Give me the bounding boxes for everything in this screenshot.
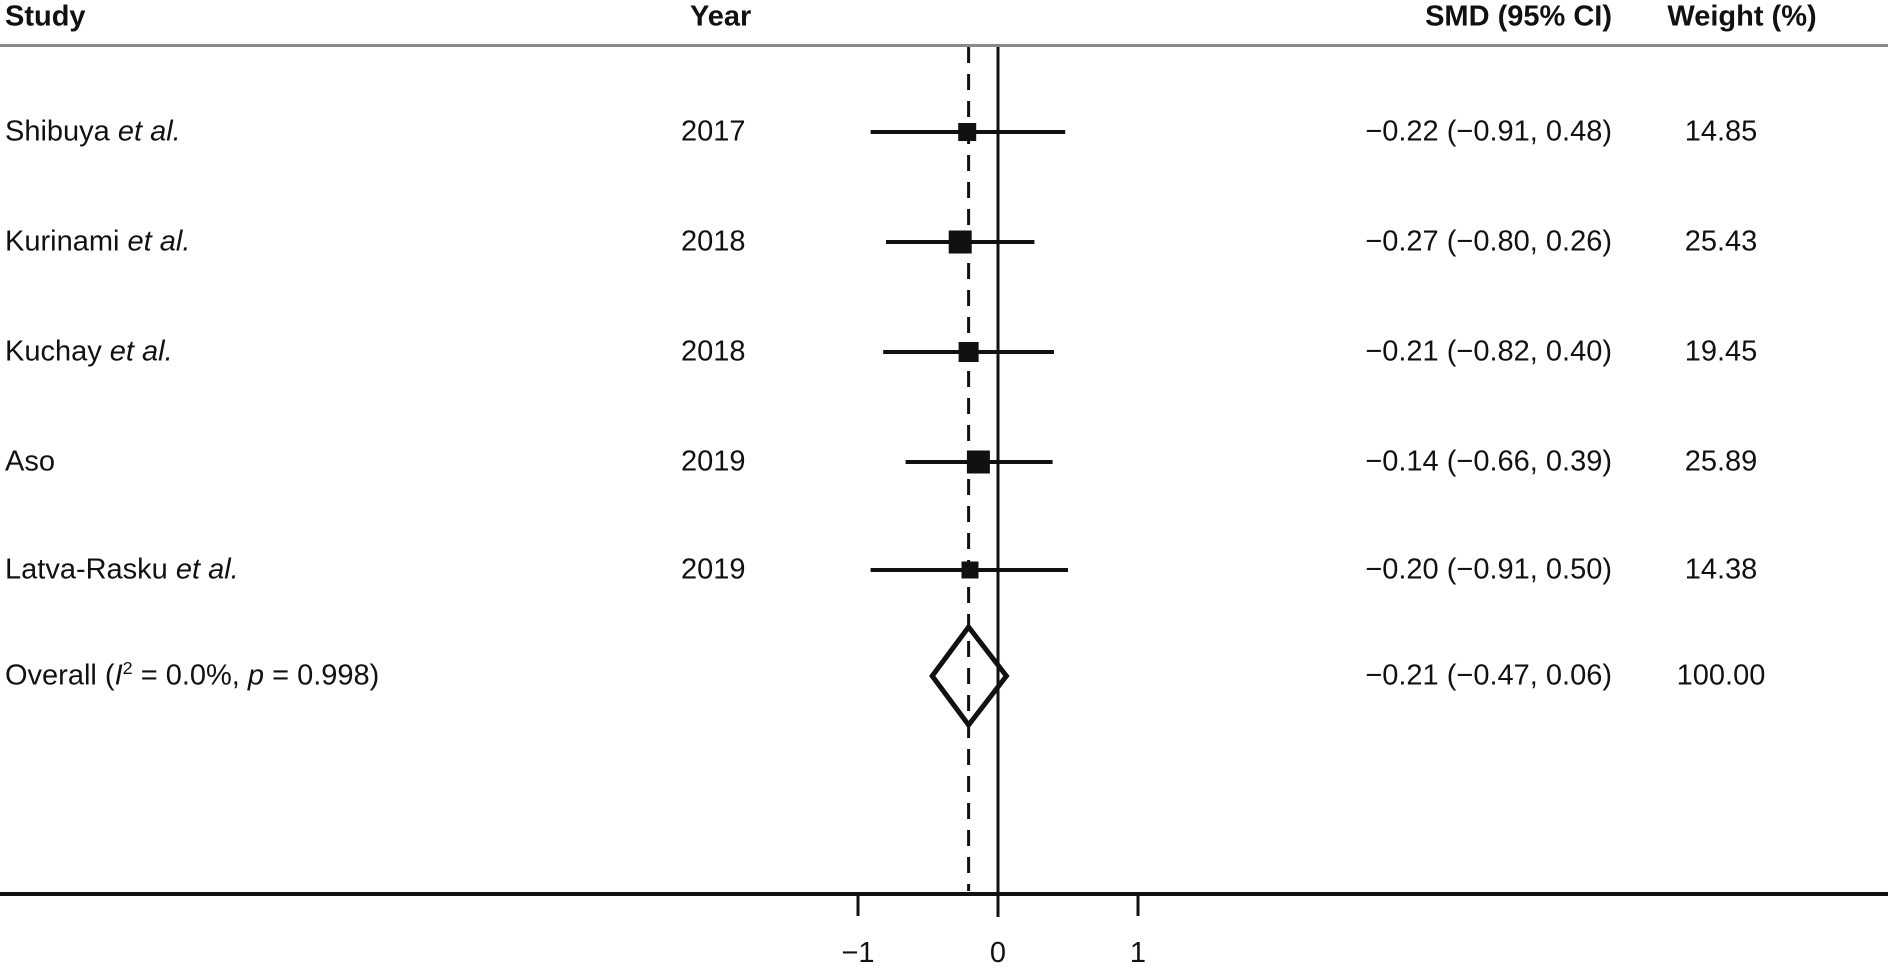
p-value-symbol: p xyxy=(247,659,265,692)
study-name: Kuchay et al. xyxy=(5,335,173,368)
study-year: 2019 xyxy=(681,445,746,478)
study-name: Aso xyxy=(5,445,55,478)
effect-square-marker xyxy=(958,123,977,141)
study-name-etal: et al. xyxy=(175,553,239,586)
study-smd-ci-value: −0.22 (−0.91, 0.48) xyxy=(1365,115,1612,148)
column-header-study: Study xyxy=(5,0,86,33)
overall-label-mid: = 0.0%, xyxy=(132,659,248,692)
effect-square-marker xyxy=(966,450,990,474)
study-weight-value: 25.43 xyxy=(1684,225,1758,258)
study-name-etal: et al. xyxy=(109,335,173,368)
overall-row-label: Overall (I2 = 0.0%, p = 0.998) xyxy=(5,659,380,692)
study-name-etal: et al. xyxy=(127,225,191,258)
i-squared-exponent: 2 xyxy=(122,657,133,678)
study-name-etal: et al. xyxy=(117,115,181,148)
study-name: Kurinami et al. xyxy=(5,225,191,258)
study-year: 2017 xyxy=(681,115,746,148)
study-year: 2018 xyxy=(681,335,746,368)
i-squared-symbol: I xyxy=(114,659,123,692)
study-weight-value: 25.89 xyxy=(1684,445,1758,478)
x-axis-tick-label: −1 xyxy=(841,937,875,967)
column-header-smd-ci: SMD (95% CI) xyxy=(1425,0,1612,33)
study-name: Shibuya et al. xyxy=(5,115,181,148)
effect-square-marker xyxy=(961,561,979,579)
study-name: Latva-Rasku et al. xyxy=(5,553,239,586)
study-year: 2019 xyxy=(681,553,746,586)
x-axis-tick-label: 1 xyxy=(1129,937,1147,967)
overall-diamond xyxy=(929,622,1010,730)
overall-label-suffix: = 0.998) xyxy=(264,659,380,692)
effect-square-marker xyxy=(958,342,979,362)
study-smd-ci-value: −0.14 (−0.66, 0.39) xyxy=(1365,445,1612,478)
header-divider-rule xyxy=(0,44,1888,47)
study-year: 2018 xyxy=(681,225,746,258)
study-smd-ci-value: −0.27 (−0.80, 0.26) xyxy=(1365,225,1612,258)
overall-smd-ci-value: −0.21 (−0.47, 0.06) xyxy=(1365,659,1612,692)
effect-square-marker xyxy=(948,230,972,254)
x-axis-line xyxy=(0,892,1888,896)
study-weight-value: 14.38 xyxy=(1684,553,1758,586)
column-header-year: Year xyxy=(690,0,752,33)
study-weight-value: 14.85 xyxy=(1684,115,1758,148)
study-smd-ci-value: −0.20 (−0.91, 0.50) xyxy=(1365,553,1612,586)
overall-weight-value: 100.00 xyxy=(1676,659,1766,692)
overall-label-prefix: Overall ( xyxy=(5,659,115,692)
x-axis-tick-label: 0 xyxy=(989,937,1007,967)
study-smd-ci-value: −0.21 (−0.82, 0.40) xyxy=(1365,335,1612,368)
study-weight-value: 19.45 xyxy=(1684,335,1758,368)
column-header-weight: Weight (%) xyxy=(1667,0,1817,33)
